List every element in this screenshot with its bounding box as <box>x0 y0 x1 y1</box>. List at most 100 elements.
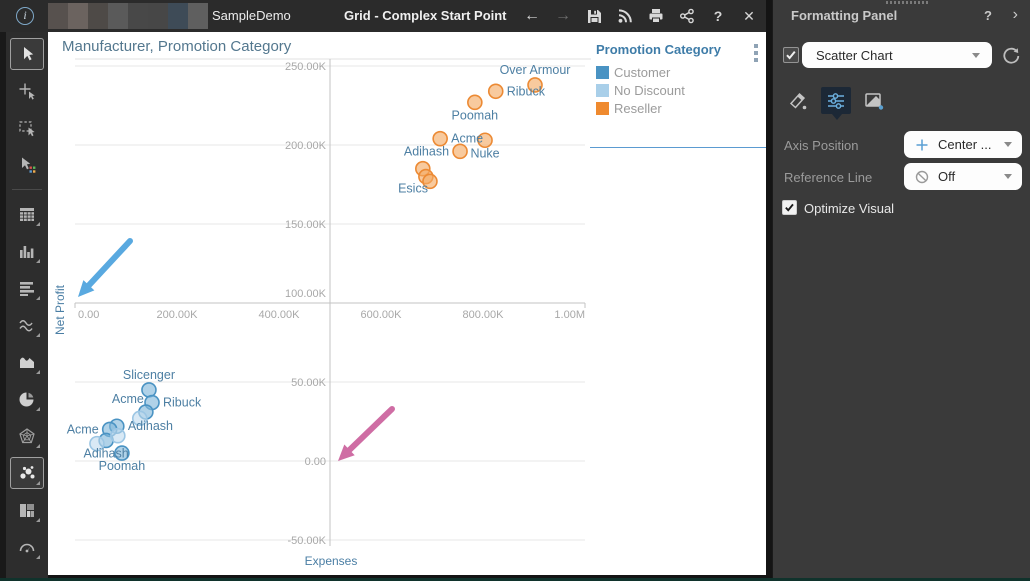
bar-chart-tool[interactable] <box>10 272 44 304</box>
share-button[interactable] <box>676 5 698 27</box>
area-chart-tool[interactable] <box>10 346 44 378</box>
redacted-block <box>108 3 128 29</box>
pie-chart-tool[interactable] <box>10 383 44 415</box>
treemap-icon <box>20 504 34 517</box>
scatter-point-reseller[interactable] <box>467 94 483 111</box>
check-icon <box>786 50 796 60</box>
save-button[interactable] <box>583 5 605 27</box>
grid-icon <box>20 208 34 221</box>
chevron-down-icon <box>972 52 980 58</box>
forward-icon: → <box>555 7 571 24</box>
style-tab[interactable] <box>783 87 813 114</box>
chart-type-checkbox[interactable] <box>783 47 799 63</box>
legend-item[interactable]: No Discount <box>596 83 766 98</box>
legend: Promotion Category Customer No Discount Re… <box>590 42 766 148</box>
scatter-chart-tool[interactable] <box>10 457 44 489</box>
x-tick-label: 600.00K <box>361 309 403 321</box>
sliders-icon <box>828 92 844 109</box>
panel-collapse-button[interactable]: › <box>1012 6 1018 23</box>
scatter-point-reseller[interactable] <box>527 77 543 93</box>
scatter-point-customer[interactable] <box>141 382 157 398</box>
scatter-point-reseller[interactable] <box>477 132 493 149</box>
y-tick-label: 100.00K <box>285 288 327 300</box>
grid-tool[interactable] <box>10 198 44 230</box>
gauge-tool[interactable] <box>10 531 44 563</box>
forward-button[interactable]: → <box>552 5 574 27</box>
column-chart-icon <box>20 246 34 258</box>
scatter-point-customer[interactable] <box>114 445 130 461</box>
marquee-select-tool[interactable] <box>10 112 44 144</box>
annotation-arrow-head <box>78 280 95 297</box>
point-label: Poomah <box>99 459 146 473</box>
column-chart-tool[interactable] <box>10 235 44 267</box>
treemap-tool[interactable] <box>10 494 44 526</box>
print-button[interactable] <box>645 5 667 27</box>
point-label: Adihash <box>404 144 449 158</box>
off-icon <box>915 170 929 183</box>
legend-label: Customer <box>614 65 671 80</box>
axis-position-dropdown[interactable]: Center ... <box>904 131 1022 158</box>
settings-tab[interactable] <box>821 87 851 120</box>
redacted-block <box>68 3 88 29</box>
scatter-plot: 0.00 200.00K 400.00K 600.00K 800.00K 1.00M 250… <box>53 58 591 568</box>
info-icon[interactable]: i <box>16 7 34 25</box>
panel-help-button[interactable]: ? <box>984 8 992 23</box>
formatting-panel: Formatting Panel ? › Scatter Chart <box>772 0 1030 581</box>
publish-button[interactable] <box>614 5 636 27</box>
panel-drag-handle[interactable] <box>886 1 928 4</box>
reference-line-label: Reference Line <box>784 170 873 185</box>
point-label: Ribuck <box>163 396 202 410</box>
rss-icon <box>618 9 632 23</box>
chart-type-dropdown[interactable]: Scatter Chart <box>802 42 992 68</box>
reset-button[interactable] <box>1001 45 1023 67</box>
x-tick-label: 400.00K <box>259 309 301 321</box>
line-chart-tool[interactable] <box>10 309 44 341</box>
point-label: Over Armour <box>500 63 571 77</box>
chart-type-value: Scatter Chart <box>816 47 893 63</box>
optimize-visual-checkbox[interactable] <box>782 200 797 215</box>
close-button[interactable]: ✕ <box>738 5 760 27</box>
scatter-point-reseller[interactable] <box>432 130 448 147</box>
reference-line-dropdown[interactable]: Off <box>904 163 1022 190</box>
cursor-icon <box>24 47 34 61</box>
select-tool[interactable] <box>10 38 44 70</box>
scatter-point-reseller[interactable] <box>487 83 504 100</box>
fill-tab[interactable] <box>859 87 889 114</box>
line-chart-icon <box>19 320 33 332</box>
y-tick-label: 150.00K <box>285 219 327 231</box>
visualization-panel: 0.00 200.00K 400.00K 600.00K 800.00K 1.00M 250… <box>48 32 766 575</box>
data-point-select-tool[interactable] <box>10 149 44 181</box>
legend-underline <box>590 147 766 148</box>
scatter-chart-icon <box>20 466 35 479</box>
scatter-point-no-discount[interactable] <box>110 427 126 444</box>
crosshair-select-tool[interactable] <box>10 75 44 107</box>
help-button[interactable]: ? <box>707 5 729 27</box>
y-tick-label: 200.00K <box>285 140 327 152</box>
x-tick-label: 0.00 <box>78 309 99 321</box>
legend-item[interactable]: Reseller <box>596 101 766 116</box>
top-bar: i SampleDemo Grid - Complex Start Point … <box>0 0 766 32</box>
scatter-point-no-discount[interactable] <box>131 410 148 427</box>
scatter-point-reseller[interactable] <box>422 173 438 190</box>
point-label: Acme <box>112 392 144 406</box>
redacted-block <box>148 3 168 29</box>
legend-menu-icon[interactable] <box>754 44 758 65</box>
radar-chart-tool[interactable] <box>10 420 44 452</box>
x-axis-title: Expenses <box>305 554 358 568</box>
window-bottom-border <box>0 578 1030 581</box>
legend-label: No Discount <box>614 83 685 98</box>
save-icon <box>587 9 601 23</box>
y-axis-title: Net Profit <box>53 284 67 335</box>
legend-item[interactable]: Customer <box>596 65 766 80</box>
formatting-panel-title: Formatting Panel <box>791 8 898 23</box>
close-icon: ✕ <box>743 7 755 24</box>
scatter-point-reseller[interactable] <box>452 143 468 160</box>
point-label: Acme <box>67 422 99 436</box>
y-tick-label: 0.00 <box>305 456 326 468</box>
back-button[interactable]: ← <box>521 5 543 27</box>
scatter-point-no-discount[interactable] <box>89 435 105 452</box>
point-label: Adihash <box>128 419 173 433</box>
print-icon <box>649 9 663 23</box>
x-tick-label: 800.00K <box>463 309 505 321</box>
